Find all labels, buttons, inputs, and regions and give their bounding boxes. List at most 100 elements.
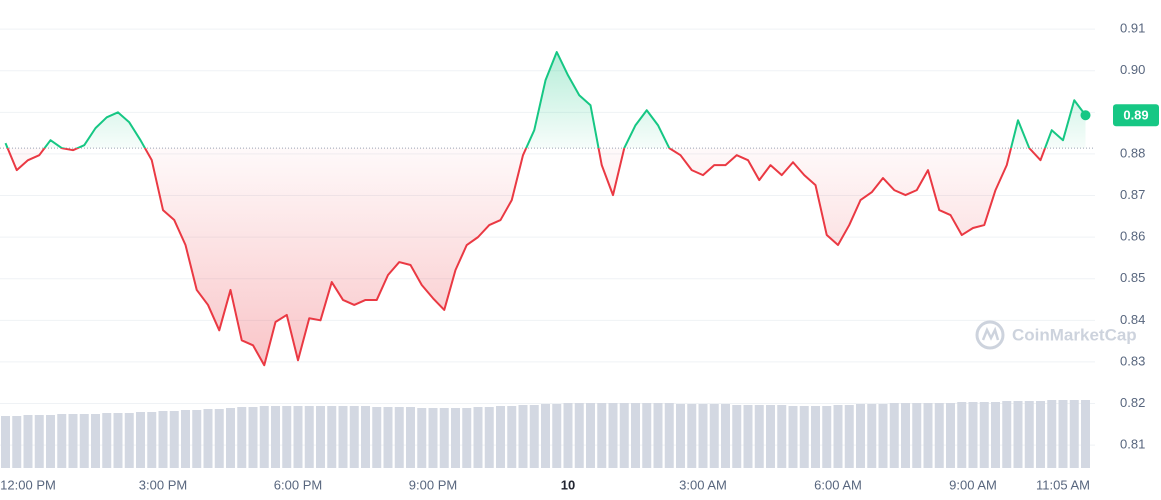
volume-bar <box>484 407 494 468</box>
volume-bar <box>563 403 573 468</box>
volume-bar <box>46 415 55 468</box>
y-tick-label: 0.90 <box>1120 62 1145 77</box>
volume-bar <box>529 405 539 468</box>
y-tick-label: 0.82 <box>1120 395 1145 410</box>
volume-bar <box>991 402 1000 468</box>
y-tick-label: 0.87 <box>1120 187 1145 202</box>
volume-bar <box>979 402 989 468</box>
volume <box>1 400 1090 468</box>
volume-bar <box>496 406 505 468</box>
volume-bar <box>777 405 787 468</box>
volume-bar <box>878 404 888 468</box>
volume-bar <box>698 404 708 468</box>
volume-bar <box>304 406 314 468</box>
volume-bar <box>158 411 168 468</box>
volume-bar <box>923 403 933 468</box>
volume-bar <box>1081 400 1090 468</box>
volume-bar <box>417 408 427 468</box>
volume-bar <box>957 402 967 468</box>
volume-bar <box>676 404 685 468</box>
volume-bar <box>1058 400 1068 468</box>
volume-bar <box>541 404 550 468</box>
volume-bar <box>271 406 280 468</box>
volume-bar <box>901 403 910 468</box>
volume-bar <box>293 406 303 468</box>
watermark: CoinMarketCap <box>975 320 1137 350</box>
volume-bar <box>136 412 145 468</box>
volume-bar <box>754 405 764 468</box>
volume-bar <box>788 406 798 468</box>
volume-bar <box>34 415 44 468</box>
volume-bar <box>349 406 359 468</box>
volume-bar <box>327 406 337 468</box>
volume-bar <box>57 414 67 468</box>
watermark-text: CoinMarketCap <box>1012 325 1137 344</box>
x-tick-label: 10 <box>561 477 575 492</box>
volume-bar <box>833 405 843 468</box>
volume-bar <box>372 407 382 468</box>
volume-bar <box>1069 400 1079 468</box>
volume-bar <box>181 410 190 468</box>
volume-bar <box>586 403 595 468</box>
volume-bar <box>1024 401 1034 468</box>
volume-bar <box>451 408 460 468</box>
volume-bar <box>91 414 100 468</box>
volume-bar <box>619 403 629 468</box>
y-tick-label: 0.91 <box>1120 21 1145 36</box>
volume-bar <box>1036 401 1045 468</box>
volume-bar <box>113 413 123 468</box>
volume-bar <box>664 403 674 468</box>
watermark-logo-mark <box>981 326 1000 341</box>
price-tag-bg <box>1113 104 1159 127</box>
volume-bar <box>248 407 258 468</box>
line-down <box>6 148 1047 367</box>
watermark-logo <box>975 320 1005 350</box>
plot <box>0 51 1095 367</box>
volume-bar <box>1002 401 1012 468</box>
volume-bar <box>597 403 607 468</box>
volume-bar <box>642 403 652 468</box>
volume-bar <box>259 406 269 468</box>
volume-bar <box>79 414 89 468</box>
volume-bar <box>428 408 438 468</box>
volume-bar <box>766 405 775 468</box>
x-tick-label: 6:00 AM <box>814 477 862 492</box>
y-tick-label: 0.86 <box>1120 229 1145 244</box>
volume-bar <box>743 405 753 468</box>
volume-bar <box>462 408 472 468</box>
y-tick-label: 0.84 <box>1120 312 1145 327</box>
volume-bar <box>631 403 640 468</box>
x-tick-label: 9:00 AM <box>949 477 997 492</box>
volume-bar <box>1 416 10 468</box>
volume-bar <box>226 408 235 468</box>
y-tick-label: 0.83 <box>1120 353 1145 368</box>
volume-bar <box>383 407 393 468</box>
volume-bar <box>844 405 854 468</box>
volume-bar <box>856 404 865 468</box>
axes: 0.81 0.82 0.83 0.84 0.85 0.86 0.87 0.88 0.89 0.90… <box>0 21 1159 492</box>
x-tick-label: 6:00 PM <box>274 477 322 492</box>
y-tick-label: 0.81 <box>1120 437 1145 452</box>
volume-bar <box>361 406 370 468</box>
volume-bar <box>406 407 415 468</box>
volume-bar <box>867 404 877 468</box>
volume-bar <box>394 407 404 468</box>
volume-bar <box>608 403 618 468</box>
volume-bar <box>518 405 528 468</box>
volume-bar <box>552 404 562 468</box>
volume-bar <box>732 405 742 468</box>
volume-bar <box>237 407 247 468</box>
volume-bar <box>439 408 449 468</box>
volume-bar <box>169 411 179 468</box>
volume-bar <box>968 402 978 468</box>
volume-bar <box>709 404 719 468</box>
volume-bar <box>192 410 202 468</box>
volume-bar <box>102 413 112 468</box>
volume-bar <box>68 414 78 468</box>
volume-bar <box>822 406 832 468</box>
x-tick-label: 3:00 PM <box>139 477 187 492</box>
y-tick-label: 0.88 <box>1120 145 1145 160</box>
last-point <box>1080 110 1091 121</box>
